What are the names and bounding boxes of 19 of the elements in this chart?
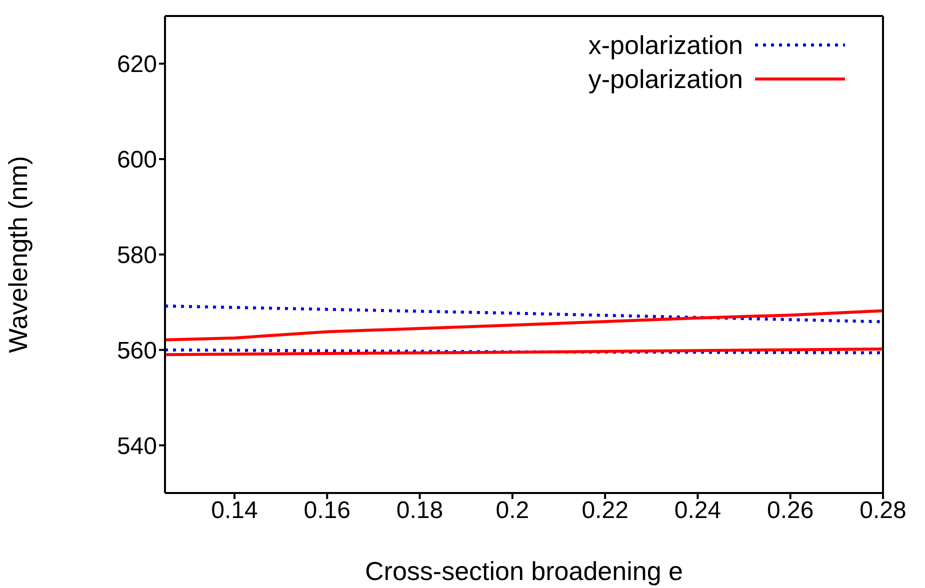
x-tick-label: 0.2 (496, 497, 530, 524)
y-tick-label: 540 (116, 432, 157, 460)
x-tick-label: 0.14 (211, 497, 258, 524)
x-axis-title: Cross-section broadening e (365, 556, 683, 586)
x-tick-label: 0.24 (674, 497, 722, 524)
x-tick-label: 0.22 (582, 497, 628, 524)
line-series (165, 309, 883, 342)
x-tick-label: 0.18 (396, 497, 444, 524)
y-tick-label: 580 (116, 242, 157, 270)
x-tick-label: 0.26 (766, 497, 814, 524)
line-series (165, 304, 883, 324)
y-tick-label: 620 (116, 51, 157, 78)
legend-label: x-polarization (588, 29, 743, 62)
y-tick-label: 600 (116, 146, 157, 174)
y-axis-title: Wavelength (nm) (3, 156, 34, 353)
x-tick-label: 0.28 (860, 497, 906, 524)
legend-label: y-polarization (588, 63, 743, 96)
x-tick-label: 0.16 (304, 497, 350, 524)
y-tick-label: 560 (116, 337, 157, 364)
